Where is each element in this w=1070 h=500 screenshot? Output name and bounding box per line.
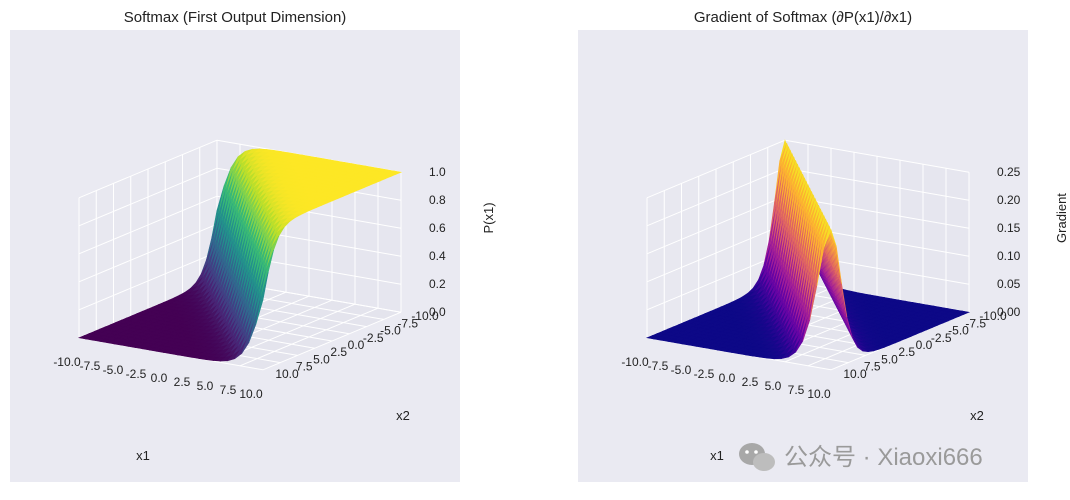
x-tick-label: 2.5 bbox=[742, 375, 759, 389]
grid-line bbox=[646, 139, 786, 199]
y-tick-label: 10.0 bbox=[843, 367, 867, 381]
z-tick-label: 0.00 bbox=[997, 305, 1021, 319]
grid-line bbox=[78, 223, 218, 283]
z-tick-label: 0.2 bbox=[429, 277, 446, 291]
y-tick-label: 7.5 bbox=[296, 360, 313, 374]
y-tick-label: -2.5 bbox=[931, 331, 952, 345]
x-tick-label: 10.0 bbox=[807, 387, 831, 401]
grid-line bbox=[646, 251, 786, 311]
y-tick-label: -2.5 bbox=[363, 331, 384, 345]
grid-line bbox=[646, 223, 786, 283]
grid-line bbox=[78, 139, 218, 199]
x-tick-label: -7.5 bbox=[80, 359, 101, 373]
y-tick-label: -7.5 bbox=[965, 316, 986, 330]
grid-line bbox=[78, 195, 218, 255]
x-tick-label: -5.0 bbox=[671, 363, 692, 377]
y-tick-label: 2.5 bbox=[330, 345, 347, 359]
z-tick-label: 1.0 bbox=[429, 165, 446, 179]
x-tick-label: -7.5 bbox=[648, 359, 669, 373]
grid-line bbox=[784, 167, 970, 201]
x-tick-label: -10.0 bbox=[621, 355, 649, 369]
z-tick-label: 0.8 bbox=[429, 193, 446, 207]
x-axis-label: x1 bbox=[710, 448, 724, 463]
x-tick-label: 5.0 bbox=[197, 379, 214, 393]
z-tick-label: 0.15 bbox=[997, 221, 1021, 235]
x-tick-label: -2.5 bbox=[126, 367, 147, 381]
grid-line bbox=[78, 251, 218, 311]
y-tick-label: -5.0 bbox=[948, 324, 969, 338]
subplot-title: Softmax (First Output Dimension) bbox=[124, 9, 347, 26]
y-tick-label: -10.0 bbox=[979, 309, 1007, 323]
x-tick-label: 10.0 bbox=[239, 387, 263, 401]
watermark-text: 公众号 · Xiaoxi666 bbox=[784, 444, 983, 471]
y-tick-label: -7.5 bbox=[397, 316, 418, 330]
z-tick-label: 0.4 bbox=[429, 249, 446, 263]
wechat-icon bbox=[739, 443, 775, 471]
y-tick-label: 5.0 bbox=[313, 352, 330, 366]
x-tick-label: 5.0 bbox=[765, 379, 782, 393]
x-tick-label: -2.5 bbox=[694, 367, 715, 381]
y-tick-label: 5.0 bbox=[881, 352, 898, 366]
y-tick-label: 7.5 bbox=[864, 360, 881, 374]
z-tick-label: 0.0 bbox=[429, 305, 446, 319]
watermark: 公众号 · Xiaoxi666 bbox=[739, 443, 983, 471]
z-tick-label: 0.05 bbox=[997, 277, 1021, 291]
gradient-subplot: -10.0-7.5 -5.0 -2.5 0.0 2.5 5.0 7.5 10.0-10.0-7… bbox=[578, 9, 1069, 482]
z-tick-label: 0.6 bbox=[429, 221, 446, 235]
y-tick-label: 0.0 bbox=[916, 338, 933, 352]
z-tick-label: 0.20 bbox=[997, 193, 1021, 207]
softmax-subplot: -10.0-7.5 -5.0 -2.5 0.0 2.5 5.0 7.5 10.0-10.0-7… bbox=[10, 9, 496, 482]
grid-line bbox=[78, 167, 218, 227]
z-tick-label: 0.25 bbox=[997, 165, 1021, 179]
x-tick-label: -5.0 bbox=[103, 363, 124, 377]
z-axis-label: Gradient bbox=[1054, 193, 1069, 243]
y-axis-label: x2 bbox=[396, 408, 410, 423]
y-tick-label: -5.0 bbox=[380, 324, 401, 338]
z-axis-label: P(x1) bbox=[481, 202, 496, 233]
x-tick-label: 0.0 bbox=[719, 371, 736, 385]
subplot-title: Gradient of Softmax (∂P(x1)/∂x1) bbox=[694, 9, 912, 26]
surface-patch bbox=[823, 225, 837, 248]
y-tick-label: 0.0 bbox=[348, 338, 365, 352]
x-tick-label: 2.5 bbox=[174, 375, 191, 389]
grid-line bbox=[646, 167, 786, 227]
surface bbox=[645, 139, 971, 360]
surface bbox=[77, 148, 403, 362]
y-axis-label: x2 bbox=[970, 408, 984, 423]
grid-line bbox=[646, 195, 786, 255]
x-tick-label: -10.0 bbox=[53, 355, 81, 369]
x-axis-label: x1 bbox=[136, 448, 150, 463]
y-tick-label: 2.5 bbox=[898, 345, 915, 359]
x-tick-label: 7.5 bbox=[220, 383, 237, 397]
x-tick-label: 0.0 bbox=[151, 371, 168, 385]
x-tick-label: 7.5 bbox=[788, 383, 805, 397]
surface-patch bbox=[255, 271, 269, 325]
y-tick-label: 10.0 bbox=[275, 367, 299, 381]
grid-line bbox=[784, 139, 970, 173]
z-tick-label: 0.10 bbox=[997, 249, 1021, 263]
y-tick-label: -10.0 bbox=[411, 309, 439, 323]
